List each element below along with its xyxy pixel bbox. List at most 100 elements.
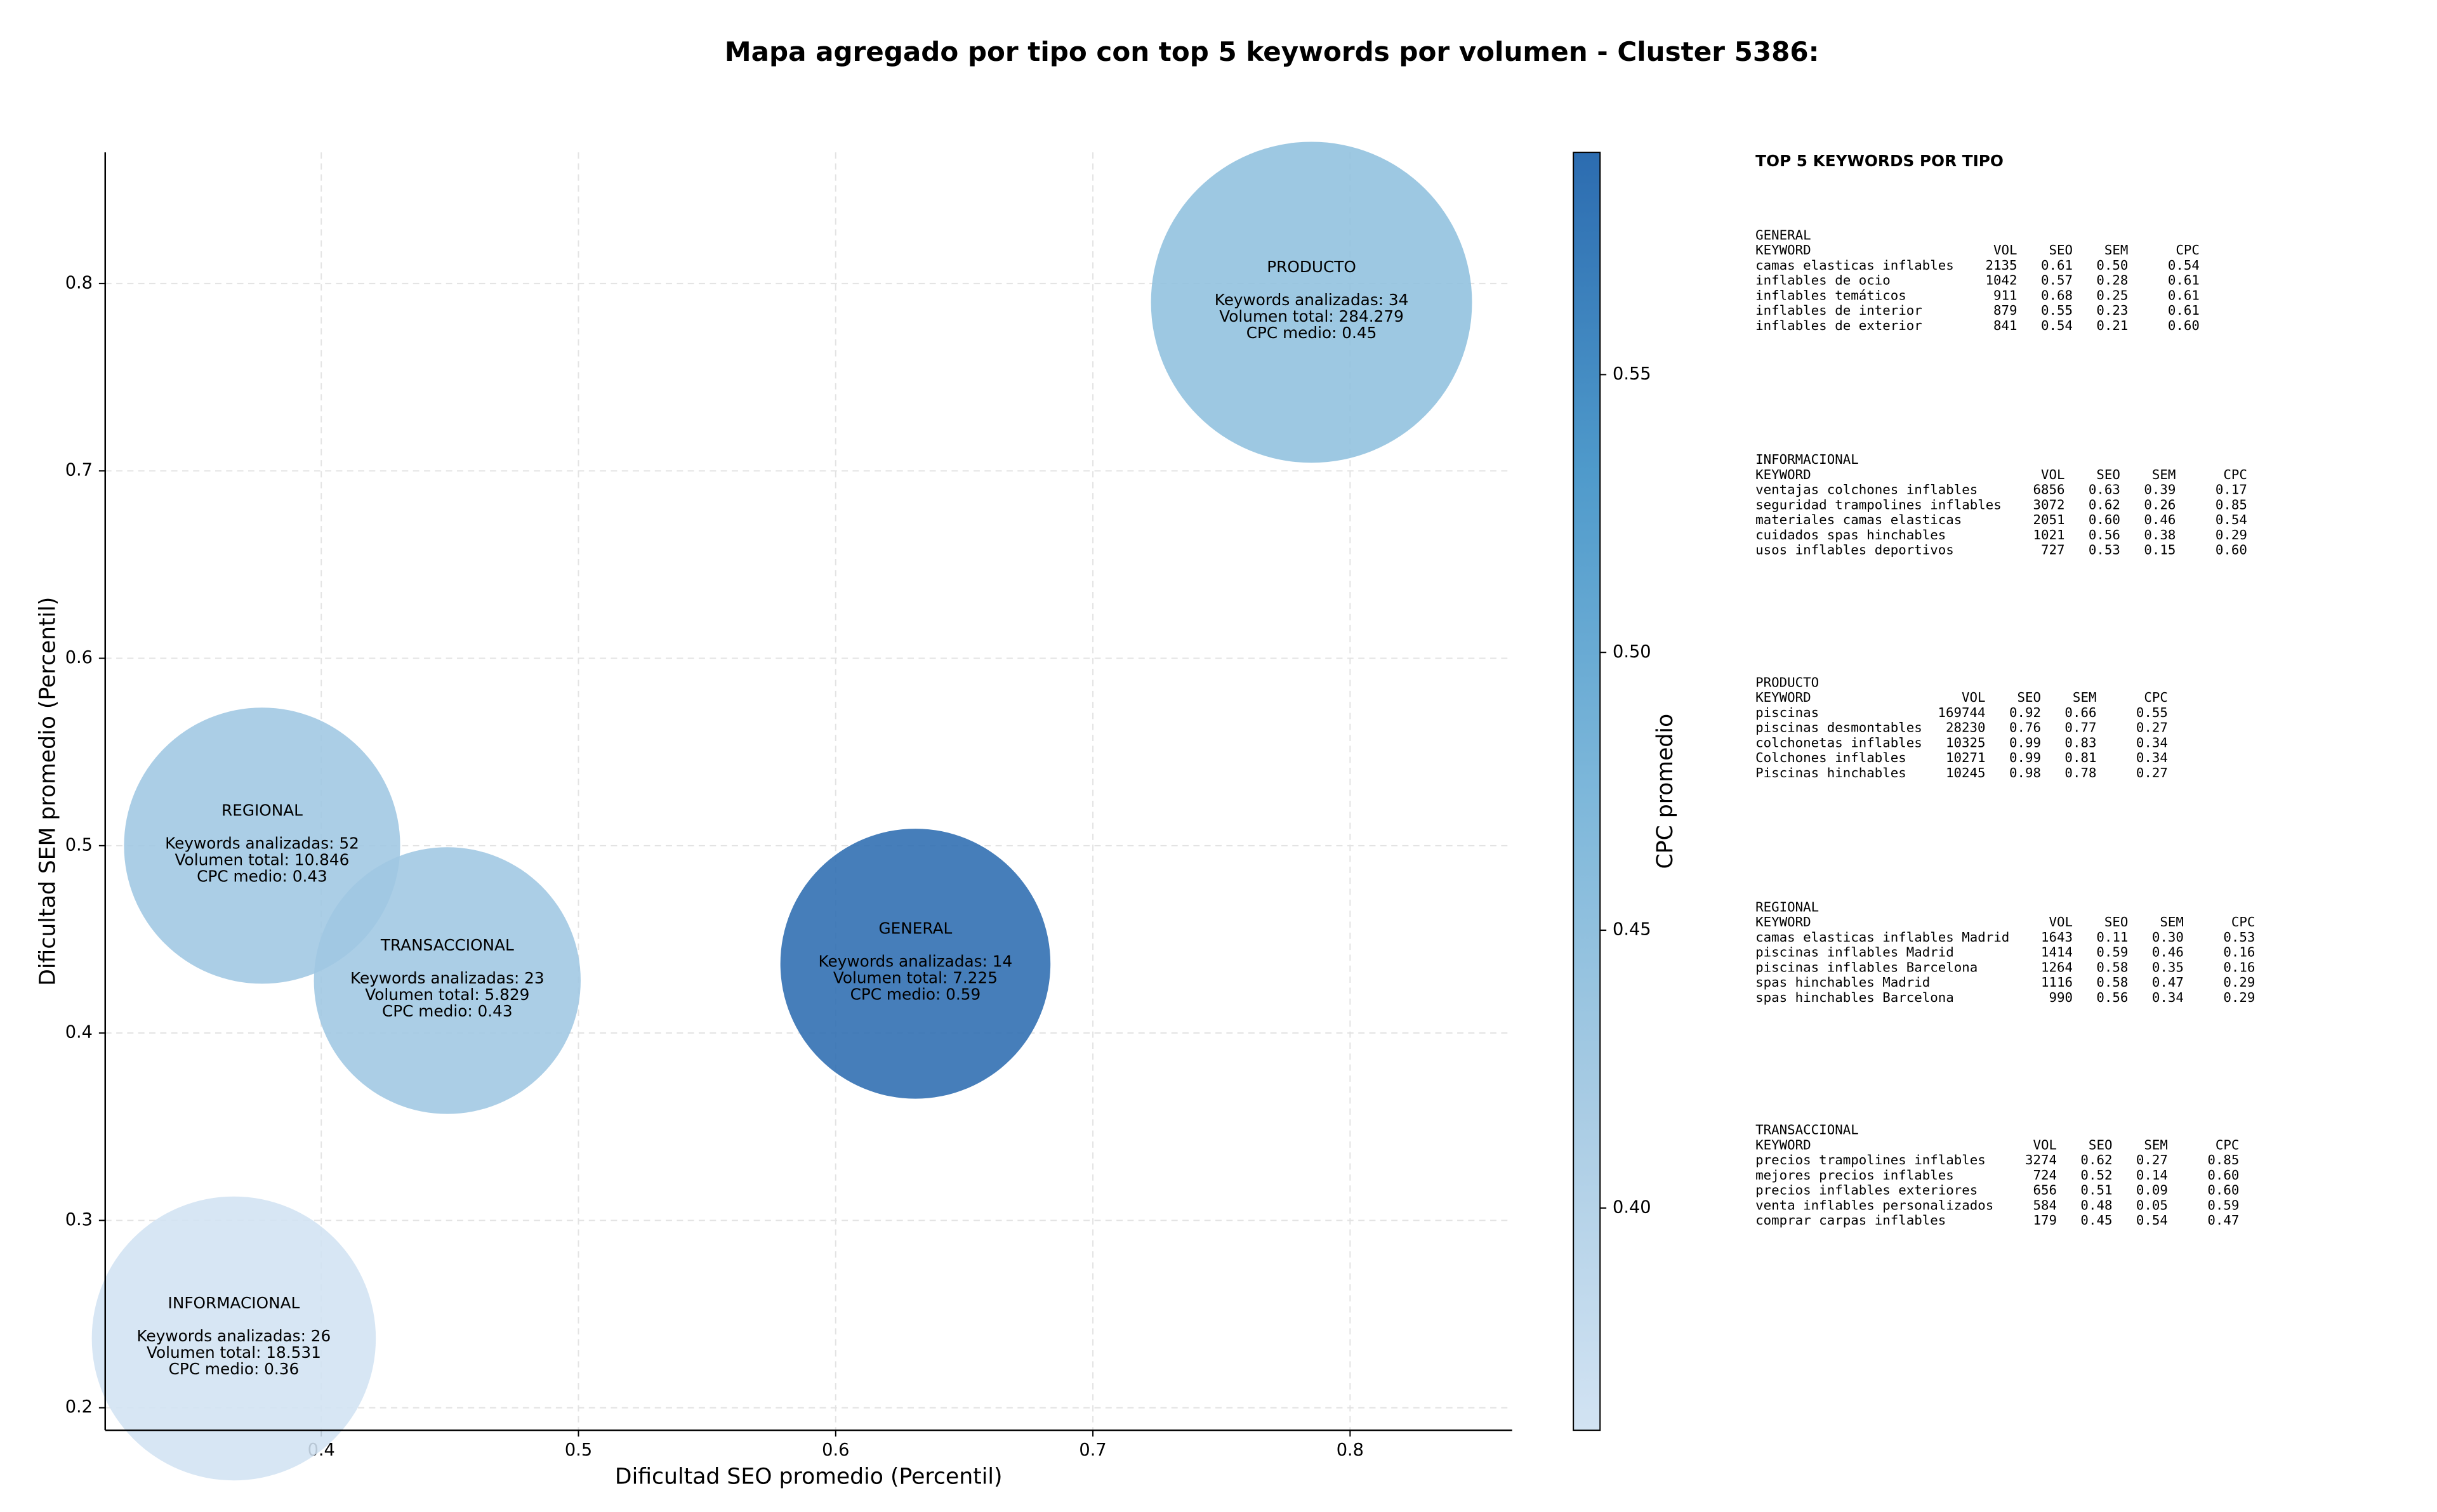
table-cell: 879: [1993, 303, 2018, 318]
table-header: VOL: [2033, 1137, 2057, 1152]
table-cell: 0.17: [2216, 482, 2247, 497]
table-cell: 0.62: [2080, 1152, 2112, 1167]
table-cell: 0.98: [2009, 765, 2041, 780]
colorbar-tick-label: 0.40: [1613, 1197, 1651, 1217]
table-cell: 0.27: [2136, 720, 2168, 735]
table-cell: Colchones inflables: [1755, 750, 1906, 765]
table-cell: 0.99: [2009, 735, 2041, 750]
table-cell: 1042: [1985, 273, 2017, 288]
table-cell: 0.27: [2136, 1152, 2168, 1167]
table-cell: 0.48: [2080, 1197, 2112, 1213]
table-cell: 727: [2041, 542, 2065, 558]
table-cell: 0.56: [2089, 527, 2120, 542]
bubble-label: Volumen total: 5.829: [365, 985, 529, 1004]
table-cell: 0.14: [2136, 1167, 2168, 1183]
bubble-name: REGIONAL: [221, 801, 303, 819]
table-cell: 724: [2033, 1167, 2057, 1183]
table-header: SEM: [2144, 1137, 2168, 1152]
table-cell: comprar carpas inflables: [1755, 1213, 1946, 1228]
bubble-label: CPC medio: 0.36: [169, 1360, 300, 1378]
table-cell: 0.61: [2168, 287, 2200, 303]
table-cell: 0.62: [2089, 497, 2120, 512]
table-cell: 0.83: [2064, 735, 2096, 750]
table-cell: 0.30: [2152, 930, 2184, 945]
table-cell: 179: [2033, 1213, 2057, 1228]
table-cell: 1643: [2041, 930, 2073, 945]
table-title: GENERAL: [1755, 227, 1811, 242]
table-header: CPC: [2223, 467, 2247, 482]
table-cell: 0.45: [2080, 1213, 2112, 1228]
table-cell: 0.58: [2096, 959, 2128, 975]
y-tick-label: 0.7: [65, 461, 93, 480]
table-cell: 3072: [2033, 497, 2064, 512]
table-header: CPC: [2176, 242, 2200, 258]
table-title: REGIONAL: [1755, 899, 1819, 914]
table-cell: 6856: [2033, 482, 2064, 497]
table-cell: 0.25: [2096, 287, 2128, 303]
table-cell: 28230: [1946, 720, 1986, 735]
table-title: INFORMACIONAL: [1755, 452, 1859, 467]
bubble-label: Keywords analizadas: 14: [819, 952, 1013, 970]
table-cell: 584: [2033, 1197, 2057, 1213]
table-header: CPC: [2216, 1137, 2240, 1152]
table-cell: piscinas inflables Madrid: [1755, 945, 1954, 960]
table-cell: 990: [2049, 990, 2073, 1005]
table-header: SEO: [2104, 914, 2129, 930]
table-title: PRODUCTO: [1755, 674, 1819, 690]
table-cell: 0.77: [2064, 720, 2096, 735]
table-header: VOL: [1993, 242, 2018, 258]
table-cell: 0.46: [2152, 945, 2184, 960]
table-header: KEYWORD: [1755, 690, 1811, 705]
y-tick-label: 0.6: [65, 648, 93, 667]
table-header: VOL: [2041, 467, 2065, 482]
table-cell: 0.61: [2168, 303, 2200, 318]
table-cell: 3274: [2025, 1152, 2057, 1167]
table-cell: precios inflables exteriores: [1755, 1183, 1978, 1198]
table-cell: piscinas: [1755, 705, 1819, 720]
table-cell: 0.63: [2089, 482, 2120, 497]
bubble: [124, 707, 400, 984]
table-cell: 0.54: [2041, 318, 2073, 333]
table-header: SEO: [2096, 467, 2120, 482]
table-cell: ventajas colchones inflables: [1755, 482, 1978, 497]
table-cell: 0.35: [2152, 959, 2184, 975]
table-cell: 0.39: [2144, 482, 2176, 497]
table-cell: 0.60: [2089, 512, 2120, 527]
table-cell: 1414: [2041, 945, 2073, 960]
x-tick-label: 0.6: [822, 1440, 849, 1460]
bubble-label: CPC medio: 0.59: [850, 985, 981, 1003]
table-cell: camas elasticas inflables: [1755, 258, 1954, 273]
table-cell: 0.85: [2207, 1152, 2239, 1167]
table-header: SEO: [2017, 690, 2041, 705]
table-header: KEYWORD: [1755, 1137, 1811, 1152]
bubble-label: CPC medio: 0.45: [1246, 324, 1377, 342]
table-cell: 2051: [2033, 512, 2064, 527]
colorbar: [1573, 152, 1601, 1431]
table-cell: 656: [2033, 1183, 2057, 1198]
bubble-name: GENERAL: [879, 919, 953, 937]
table-cell: piscinas desmontables: [1755, 720, 1922, 735]
table-cell: 0.59: [2096, 945, 2128, 960]
table-cell: 0.55: [2136, 705, 2168, 720]
table-header: SEO: [2049, 242, 2073, 258]
table-cell: spas hinchables Barcelona: [1755, 990, 1954, 1005]
table-cell: inflables de interior: [1755, 303, 1922, 318]
table-cell: 0.61: [2168, 273, 2200, 288]
bubble: [1151, 141, 1472, 463]
table-cell: venta inflables personalizados: [1755, 1197, 1993, 1213]
table-cell: 2135: [1985, 258, 2017, 273]
table-cell: 0.68: [2041, 287, 2073, 303]
table-cell: 0.51: [2080, 1183, 2112, 1198]
x-tick-label: 0.5: [565, 1440, 592, 1460]
table-cell: 10325: [1946, 735, 1986, 750]
table-header: VOL: [1962, 690, 1986, 705]
chart-title: Mapa agregado por tipo con top 5 keyword…: [725, 36, 1819, 67]
bubble-name: INFORMACIONAL: [168, 1294, 300, 1312]
table-header: SEM: [2073, 690, 2097, 705]
x-tick-label: 0.8: [1337, 1440, 1364, 1460]
table-cell: seguridad trampolines inflables: [1755, 497, 2002, 512]
bubble: [780, 829, 1051, 1099]
table-cell: 0.85: [2216, 497, 2247, 512]
table-cell: 0.66: [2064, 705, 2096, 720]
